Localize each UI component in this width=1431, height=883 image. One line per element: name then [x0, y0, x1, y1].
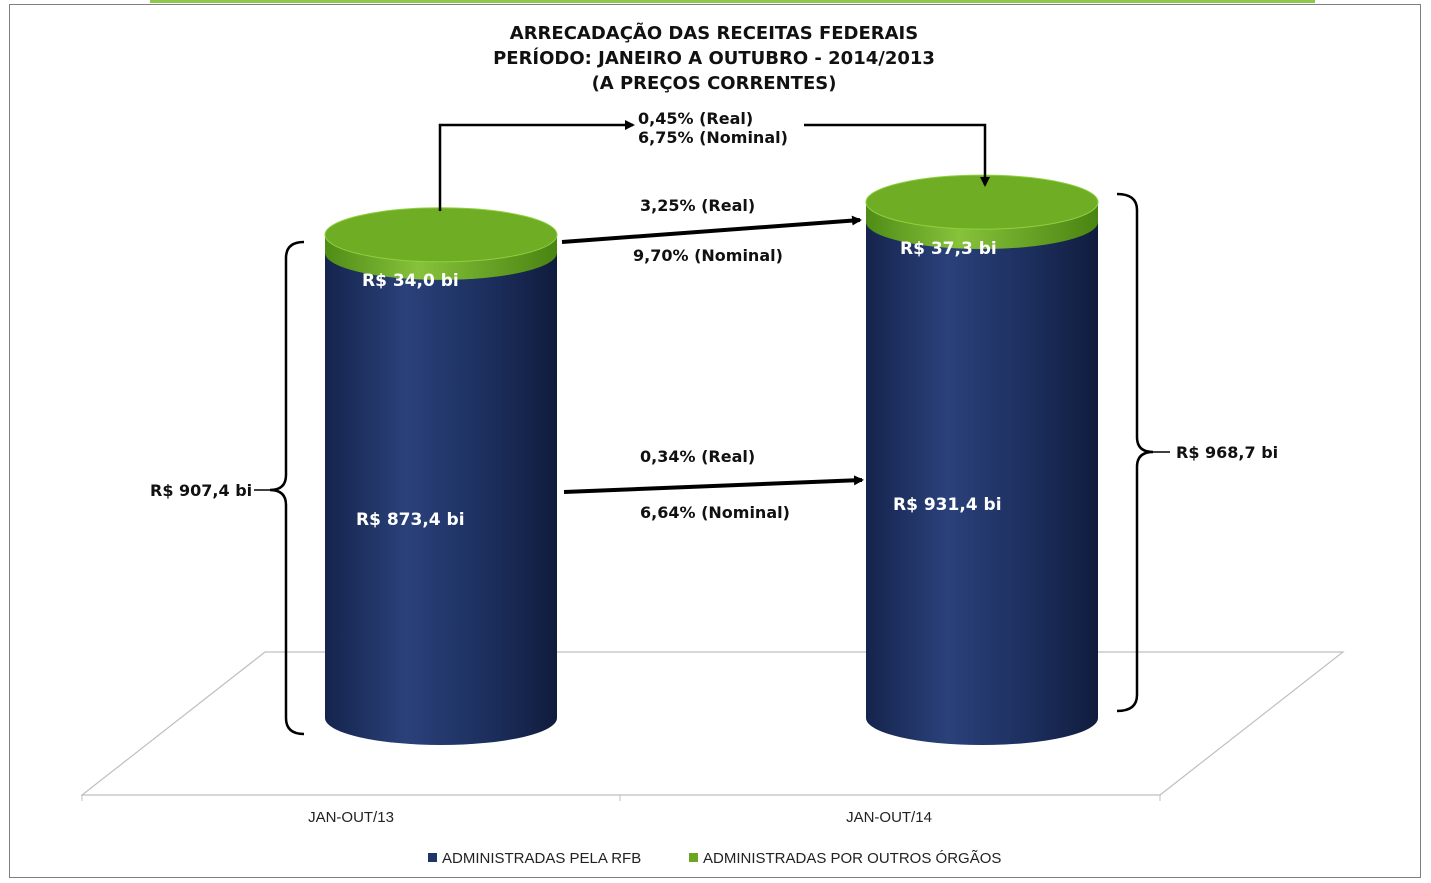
total-growth-real: 0,45% (Real) [638, 109, 753, 128]
bar-top-cap-2014 [865, 174, 1099, 230]
x-tick-label: JAN-OUT/13 [308, 809, 394, 826]
chart-frame [9, 4, 1421, 878]
legend-swatch-rfb [428, 853, 437, 862]
total-label-2014: R$ 968,7 bi [1176, 443, 1278, 462]
total-growth-arrow-end [804, 123, 990, 187]
chart-title-line-2: PERÍODO: JANEIRO A OUTUBRO - 2014/2013 [493, 47, 935, 69]
chart-title-line-3: (A PREÇOS CORRENTES) [592, 73, 837, 94]
bar-top-cap-2013 [324, 207, 558, 263]
legend-label-others: ADMINISTRADAS POR OUTROS ÓRGÃOS [703, 850, 1001, 867]
others-growth-nominal: 9,70% (Nominal) [633, 246, 783, 265]
data-label-others-2014: R$ 37,3 bi [900, 239, 997, 259]
total-label-2013: R$ 907,4 bi [150, 481, 252, 500]
rfb-growth-arrow [563, 475, 864, 494]
bar-rfb-2013 [325, 252, 557, 745]
chart-title-line-1: ARRECADAÇÃO DAS RECEITAS FEDERAIS [510, 21, 918, 44]
top-accent-line [150, 0, 1315, 3]
total-growth-nominal: 6,75% (Nominal) [638, 128, 788, 147]
rfb-growth-real: 0,34% (Real) [640, 447, 755, 466]
chart-floor [80, 651, 1345, 796]
rfb-growth-nominal: 6,64% (Nominal) [640, 503, 790, 522]
total-brace-2014 [1116, 192, 1154, 713]
total-growth-arrow-start [438, 120, 635, 211]
legend-label-rfb: ADMINISTRADAS PELA RFB [442, 850, 641, 867]
x-tick-label: JAN-OUT/14 [846, 809, 932, 826]
data-label-rfb-2014: R$ 931,4 bi [893, 495, 1002, 515]
data-label-rfb-2013: R$ 873,4 bi [356, 510, 465, 530]
bar-rfb-2014 [866, 222, 1098, 746]
others-growth-real: 3,25% (Real) [640, 196, 755, 215]
legend-swatch-others [689, 853, 698, 862]
data-label-others-2013: R$ 34,0 bi [362, 271, 459, 291]
others-growth-arrow [561, 215, 862, 244]
